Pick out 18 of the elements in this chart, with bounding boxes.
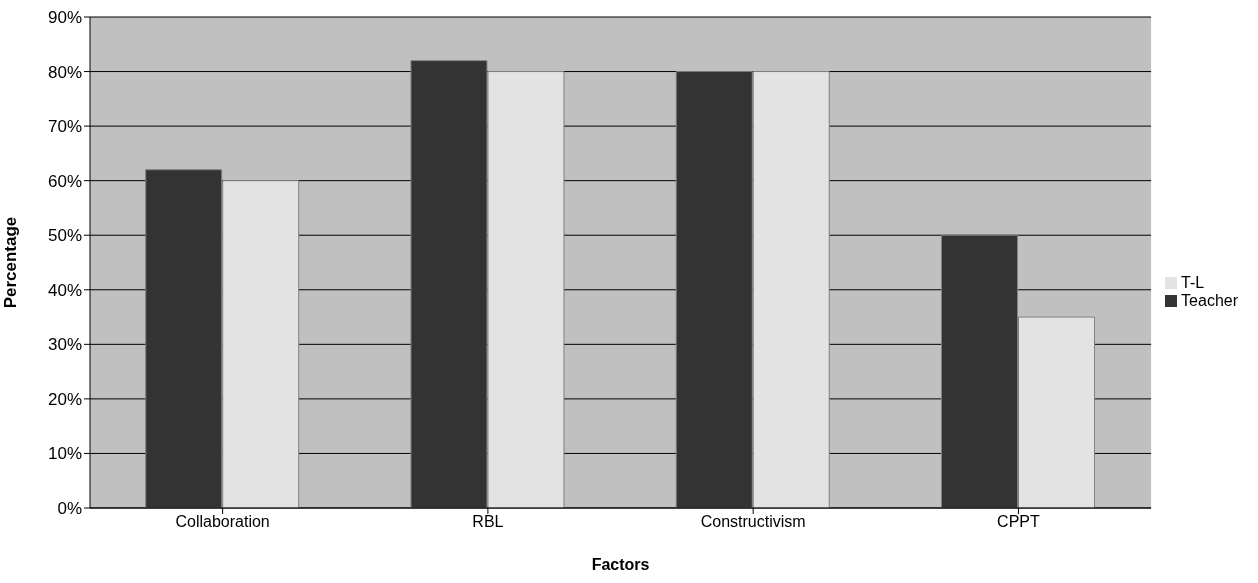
x-tick-label: CPPT — [997, 513, 1041, 531]
y-tick-label: 70% — [47, 117, 82, 137]
x-tick-label: RBL — [472, 513, 504, 531]
y-tick-label: 10% — [47, 444, 82, 464]
y-tick-label: 50% — [47, 226, 82, 246]
y-tick-label: 0% — [57, 499, 82, 519]
x-axis-title: Factors — [591, 556, 650, 573]
y-tick-label: 40% — [47, 280, 82, 300]
y-tick-label: 60% — [47, 171, 82, 191]
y-tick-label: 30% — [47, 335, 82, 355]
legend-label: T-L — [1181, 273, 1205, 291]
x-tick-label: Constructivism — [700, 513, 806, 531]
legend-label: Teacher — [1181, 291, 1238, 309]
y-tick-label: 90% — [47, 8, 82, 28]
y-axis-title: Percentage — [1, 216, 21, 309]
y-tick-label: 80% — [47, 62, 82, 82]
x-tick-label: Collaboration — [175, 513, 270, 531]
y-tick-label: 20% — [47, 389, 82, 409]
